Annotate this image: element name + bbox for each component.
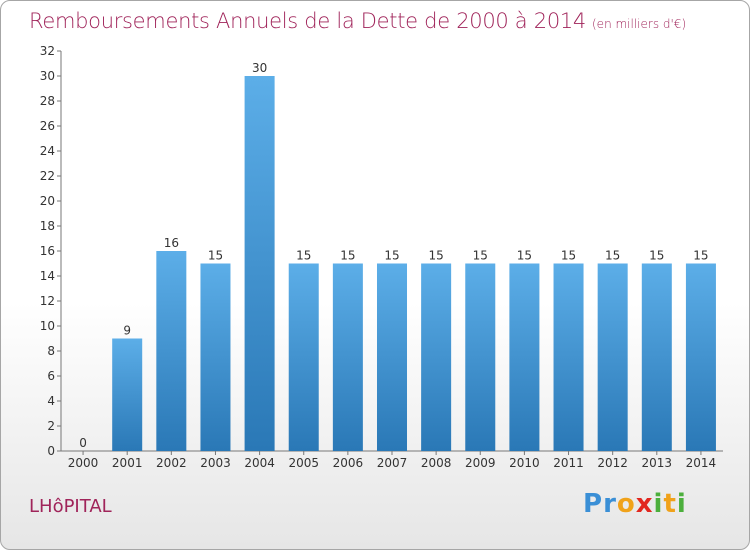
data-label: 9 bbox=[123, 324, 131, 338]
proxiti-logo: Proxiti bbox=[583, 489, 687, 519]
y-tick-label: 12 bbox=[40, 294, 55, 308]
y-tick-label: 28 bbox=[40, 94, 55, 108]
chart-subtitle: (en milliers d'€) bbox=[592, 17, 687, 31]
bar bbox=[421, 263, 452, 451]
x-tick-label: 2010 bbox=[509, 456, 540, 470]
y-tick-label: 8 bbox=[47, 344, 55, 358]
bar bbox=[509, 263, 540, 451]
data-label: 15 bbox=[208, 249, 223, 263]
chart-title: Remboursements Annuels de la Dette de 20… bbox=[29, 9, 686, 33]
y-tick-label: 4 bbox=[47, 394, 55, 408]
chart-title-text: Remboursements Annuels de la Dette de 20… bbox=[29, 9, 586, 33]
data-label: 15 bbox=[384, 249, 399, 263]
y-tick-label: 32 bbox=[40, 44, 55, 58]
y-tick-label: 26 bbox=[40, 119, 55, 133]
bar bbox=[685, 263, 716, 451]
logo-letter: x bbox=[635, 489, 654, 519]
y-tick-label: 24 bbox=[40, 144, 55, 158]
y-tick-label: 18 bbox=[40, 219, 55, 233]
data-label: 15 bbox=[605, 249, 620, 263]
x-tick-label: 2012 bbox=[597, 456, 628, 470]
x-tick-label: 2011 bbox=[553, 456, 584, 470]
y-tick-label: 16 bbox=[40, 244, 55, 258]
data-label: 0 bbox=[79, 436, 87, 450]
logo-letter: P bbox=[583, 489, 604, 519]
y-tick-label: 6 bbox=[47, 369, 55, 383]
data-label: 15 bbox=[340, 249, 355, 263]
y-tick-label: 10 bbox=[40, 319, 55, 333]
bar bbox=[288, 263, 319, 451]
data-label: 30 bbox=[252, 61, 267, 75]
y-tick-label: 30 bbox=[40, 69, 55, 83]
logo-letter: t bbox=[663, 489, 677, 519]
bar bbox=[465, 263, 496, 451]
data-label: 15 bbox=[473, 249, 488, 263]
logo-letter: o bbox=[616, 489, 636, 519]
data-label: 15 bbox=[649, 249, 664, 263]
x-tick-label: 2006 bbox=[333, 456, 364, 470]
logo-letter: i bbox=[676, 489, 687, 519]
bar bbox=[553, 263, 584, 451]
x-tick-label: 2007 bbox=[377, 456, 408, 470]
y-tick-label: 22 bbox=[40, 169, 55, 183]
logo-letter: r bbox=[603, 489, 617, 519]
data-label: 15 bbox=[296, 249, 311, 263]
y-tick-label: 14 bbox=[40, 269, 55, 283]
bar bbox=[641, 263, 672, 451]
data-label: 15 bbox=[517, 249, 532, 263]
commune-name: LHôPITAL bbox=[29, 496, 112, 517]
bar bbox=[200, 263, 231, 451]
bar bbox=[112, 338, 143, 451]
x-tick-label: 2005 bbox=[288, 456, 319, 470]
data-label: 16 bbox=[164, 236, 179, 250]
x-tick-label: 2013 bbox=[642, 456, 673, 470]
y-tick-label: 2 bbox=[47, 419, 55, 433]
bar bbox=[332, 263, 363, 451]
x-tick-label: 2008 bbox=[421, 456, 452, 470]
bar bbox=[376, 263, 408, 451]
data-label: 15 bbox=[428, 249, 443, 263]
y-tick-label: 0 bbox=[47, 444, 55, 458]
data-label: 15 bbox=[561, 249, 576, 263]
x-tick-label: 2009 bbox=[465, 456, 496, 470]
bar bbox=[156, 251, 187, 451]
x-tick-label: 2001 bbox=[112, 456, 143, 470]
x-tick-label: 2000 bbox=[68, 456, 99, 470]
logo-letter: i bbox=[653, 489, 664, 519]
x-tick-label: 2004 bbox=[244, 456, 275, 470]
y-tick-label: 20 bbox=[40, 194, 55, 208]
bar bbox=[597, 263, 628, 451]
data-label: 15 bbox=[693, 249, 708, 263]
x-tick-label: 2002 bbox=[156, 456, 187, 470]
bar bbox=[244, 76, 275, 451]
x-tick-label: 2003 bbox=[200, 456, 231, 470]
x-tick-label: 2014 bbox=[686, 456, 717, 470]
